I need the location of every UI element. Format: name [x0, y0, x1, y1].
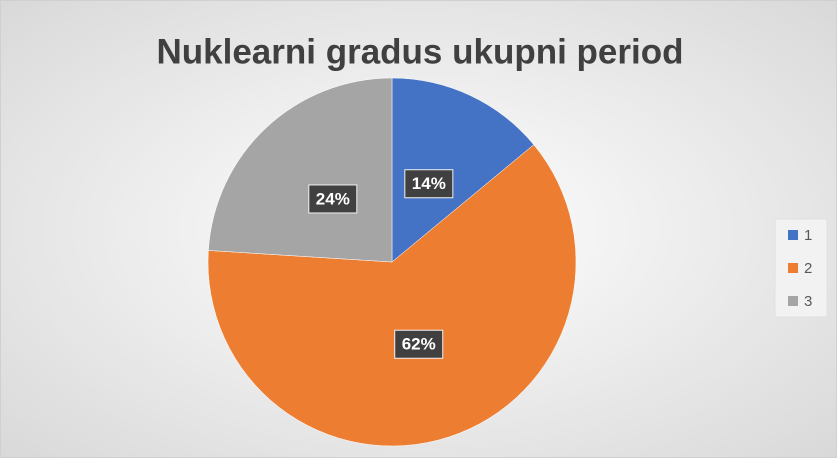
legend-label: 2 [804, 260, 812, 277]
data-label: 62% [402, 335, 436, 354]
data-label-box [404, 169, 454, 199]
data-label-box [308, 184, 358, 214]
legend-swatch [788, 230, 798, 240]
pie-slice [391, 77, 535, 263]
data-label: 14% [412, 174, 446, 193]
legend-box [774, 218, 828, 318]
legend-label: 1 [804, 227, 812, 244]
legend-swatch [788, 263, 798, 273]
pie-slice [208, 77, 393, 263]
chart-title: Nuklearni gradus ukupni period [156, 32, 683, 71]
data-label: 24% [316, 189, 350, 208]
pie-slice [207, 144, 577, 447]
legend-label: 3 [804, 293, 812, 310]
data-label-box [394, 329, 444, 359]
legend-swatch [788, 296, 798, 306]
